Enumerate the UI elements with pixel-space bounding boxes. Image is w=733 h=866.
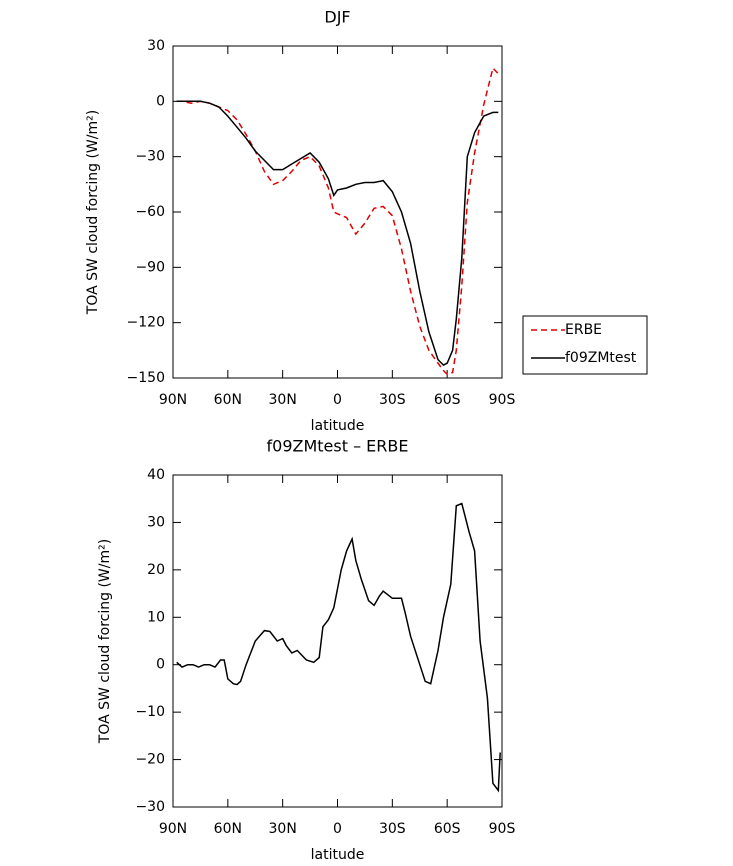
data-line (176, 100, 499, 367)
y-tick-label: 30 (147, 514, 165, 530)
x-tick-label: 30N (269, 821, 297, 837)
y-tick-label: 0 (156, 657, 165, 673)
data-line (176, 502, 501, 793)
chart-title: f09ZMtest – ERBE (267, 437, 409, 456)
x-tick-label: 60S (434, 392, 461, 408)
y-axis-label: TOA SW cloud forcing (W/m²) (97, 539, 113, 744)
x-tick-label: 60N (214, 392, 242, 408)
y-tick-label: 40 (147, 467, 165, 483)
y-tick-label: −60 (135, 204, 165, 220)
x-axis-label: latitude (311, 418, 365, 434)
plot-frame (172, 474, 503, 808)
x-tick-label: 60S (434, 821, 461, 837)
y-tick-label: 20 (147, 562, 165, 578)
legend-label: f09ZMtest (565, 350, 637, 366)
x-tick-label: 90N (159, 392, 187, 408)
y-tick-label: −90 (135, 259, 165, 275)
x-tick-label: 60N (214, 821, 242, 837)
x-tick-label: 90S (489, 392, 516, 408)
legend-label: ERBE (565, 322, 602, 338)
y-tick-label: 0 (156, 93, 165, 109)
x-tick-label: 0 (333, 392, 342, 408)
chart-title: DJF (324, 8, 350, 27)
y-tick-label: −120 (127, 315, 165, 331)
plot-frame (172, 45, 503, 379)
y-tick-label: 10 (147, 609, 165, 625)
x-axis-label: latitude (311, 847, 365, 863)
x-tick-label: 0 (333, 821, 342, 837)
y-tick-label: −10 (135, 704, 165, 720)
y-axis-label: TOA SW cloud forcing (W/m²) (85, 110, 101, 315)
y-tick-label: −30 (135, 149, 165, 165)
y-tick-label: 30 (147, 38, 165, 54)
y-tick-label: −150 (127, 370, 165, 386)
x-tick-label: 90S (489, 821, 516, 837)
x-tick-label: 30S (379, 392, 406, 408)
legend-box (522, 315, 648, 375)
x-tick-label: 30S (379, 821, 406, 837)
x-tick-label: 90N (159, 821, 187, 837)
data-line (176, 66, 499, 376)
y-tick-label: −30 (135, 799, 165, 815)
x-tick-label: 30N (269, 392, 297, 408)
y-tick-label: −20 (135, 752, 165, 768)
